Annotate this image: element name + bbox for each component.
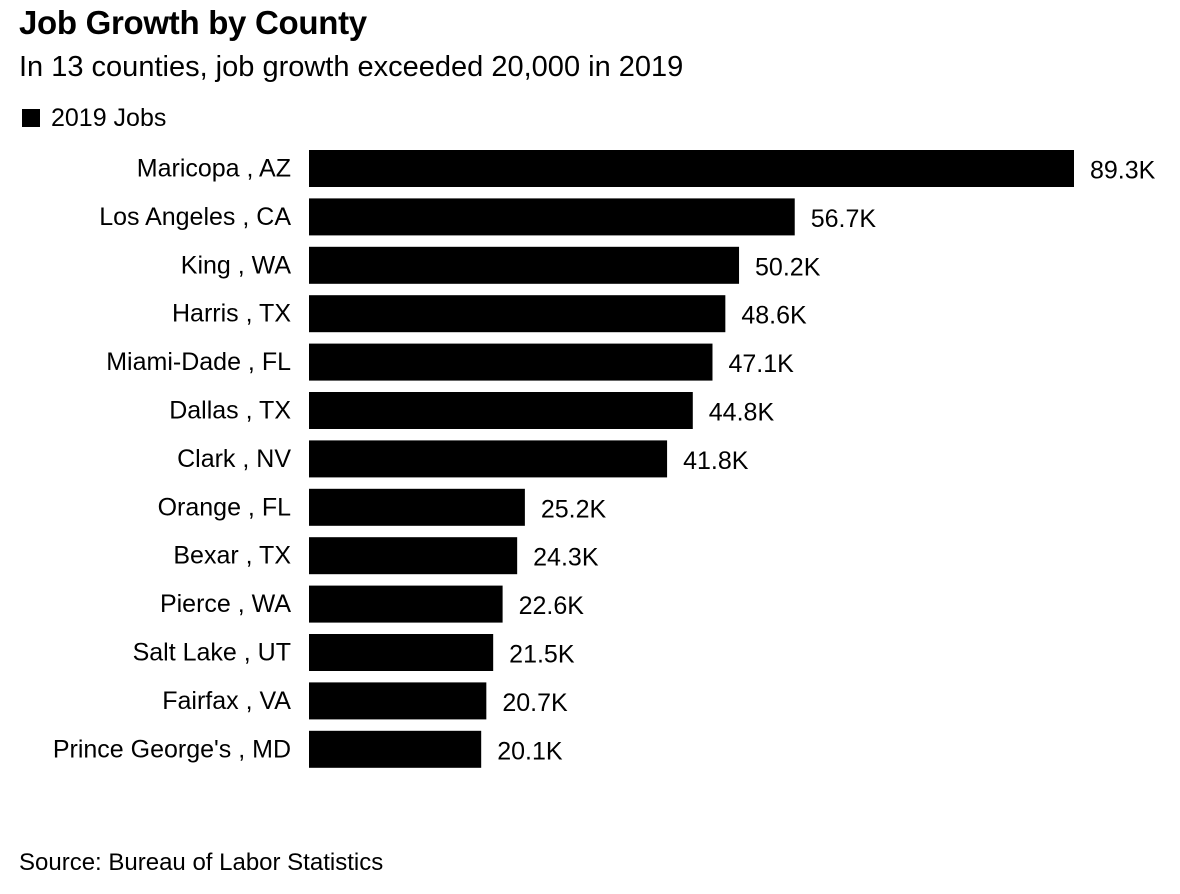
- value-label: 25.2K: [541, 495, 607, 523]
- value-label: 44.8K: [709, 399, 775, 427]
- bar: [309, 730, 482, 768]
- value-label: 20.7K: [502, 689, 568, 717]
- bar-row: Los Angeles , CA 56.7K: [99, 198, 877, 236]
- chart-subtitle: In 13 counties, job growth exceeded 20,0…: [19, 51, 684, 83]
- category-label: Maricopa , AZ: [137, 155, 291, 183]
- bar-row: Maricopa , AZ 89.3K: [137, 150, 1156, 187]
- category-label: Orange , FL: [158, 493, 291, 521]
- bar-row: Clark , NV 41.8K: [177, 440, 749, 478]
- category-label: Fairfax , VA: [162, 687, 291, 715]
- category-label: Bexar , TX: [173, 542, 291, 570]
- bar-row: Bexar , TX 24.3K: [173, 537, 599, 575]
- legend-swatch: [22, 109, 40, 127]
- category-label: Harris , TX: [172, 300, 291, 328]
- category-label: Miami-Dade , FL: [106, 348, 291, 376]
- bar-row: Prince George's , MD 20.1K: [53, 730, 563, 768]
- bar-row: Miami-Dade , FL 47.1K: [106, 343, 794, 381]
- bar: [309, 682, 487, 720]
- bar: [309, 343, 713, 381]
- value-label: 22.6K: [519, 592, 585, 620]
- value-label: 56.7K: [811, 205, 877, 233]
- bar-row: Salt Lake , UT 21.5K: [133, 634, 575, 671]
- bar: [309, 150, 1074, 187]
- value-label: 47.1K: [728, 350, 794, 378]
- legend-label: 2019 Jobs: [51, 103, 167, 132]
- bar: [309, 488, 525, 526]
- value-label: 41.8K: [683, 447, 749, 475]
- bar: [309, 246, 740, 284]
- category-label: King , WA: [181, 251, 292, 279]
- value-label: 50.2K: [755, 253, 821, 281]
- source-note: Source: Bureau of Labor Statistics: [19, 849, 384, 876]
- legend: 2019 Jobs: [22, 104, 166, 132]
- bar: [309, 585, 503, 623]
- bar-row: Fairfax , VA 20.7K: [162, 682, 568, 720]
- bar-row: Dallas , TX 44.8K: [169, 392, 774, 429]
- bar-row: Pierce , WA 22.6K: [160, 585, 585, 623]
- bar-row: Harris , TX 48.6K: [172, 295, 807, 333]
- bar-chart: Maricopa , AZ 89.3K Los Angeles , CA 56.7K K…: [53, 150, 1156, 768]
- value-label: 21.5K: [509, 641, 575, 669]
- bar: [309, 440, 668, 478]
- bar-row: King , WA 50.2K: [181, 246, 821, 284]
- chart-title: Job Growth by County: [19, 4, 367, 41]
- category-label: Clark , NV: [177, 445, 291, 473]
- bar: [309, 392, 693, 429]
- category-label: Prince George's , MD: [53, 735, 291, 763]
- category-label: Los Angeles , CA: [99, 203, 291, 231]
- category-label: Salt Lake , UT: [133, 639, 291, 667]
- bar: [309, 634, 494, 671]
- value-label: 20.1K: [497, 737, 563, 765]
- value-label: 89.3K: [1090, 157, 1156, 185]
- bar: [309, 295, 726, 333]
- category-label: Pierce , WA: [160, 590, 291, 618]
- bar: [309, 537, 518, 575]
- bar: [309, 198, 795, 236]
- bar-row: Orange , FL 25.2K: [158, 488, 607, 526]
- value-label: 24.3K: [533, 544, 599, 572]
- value-label: 48.6K: [741, 302, 807, 330]
- category-label: Dallas , TX: [169, 397, 291, 425]
